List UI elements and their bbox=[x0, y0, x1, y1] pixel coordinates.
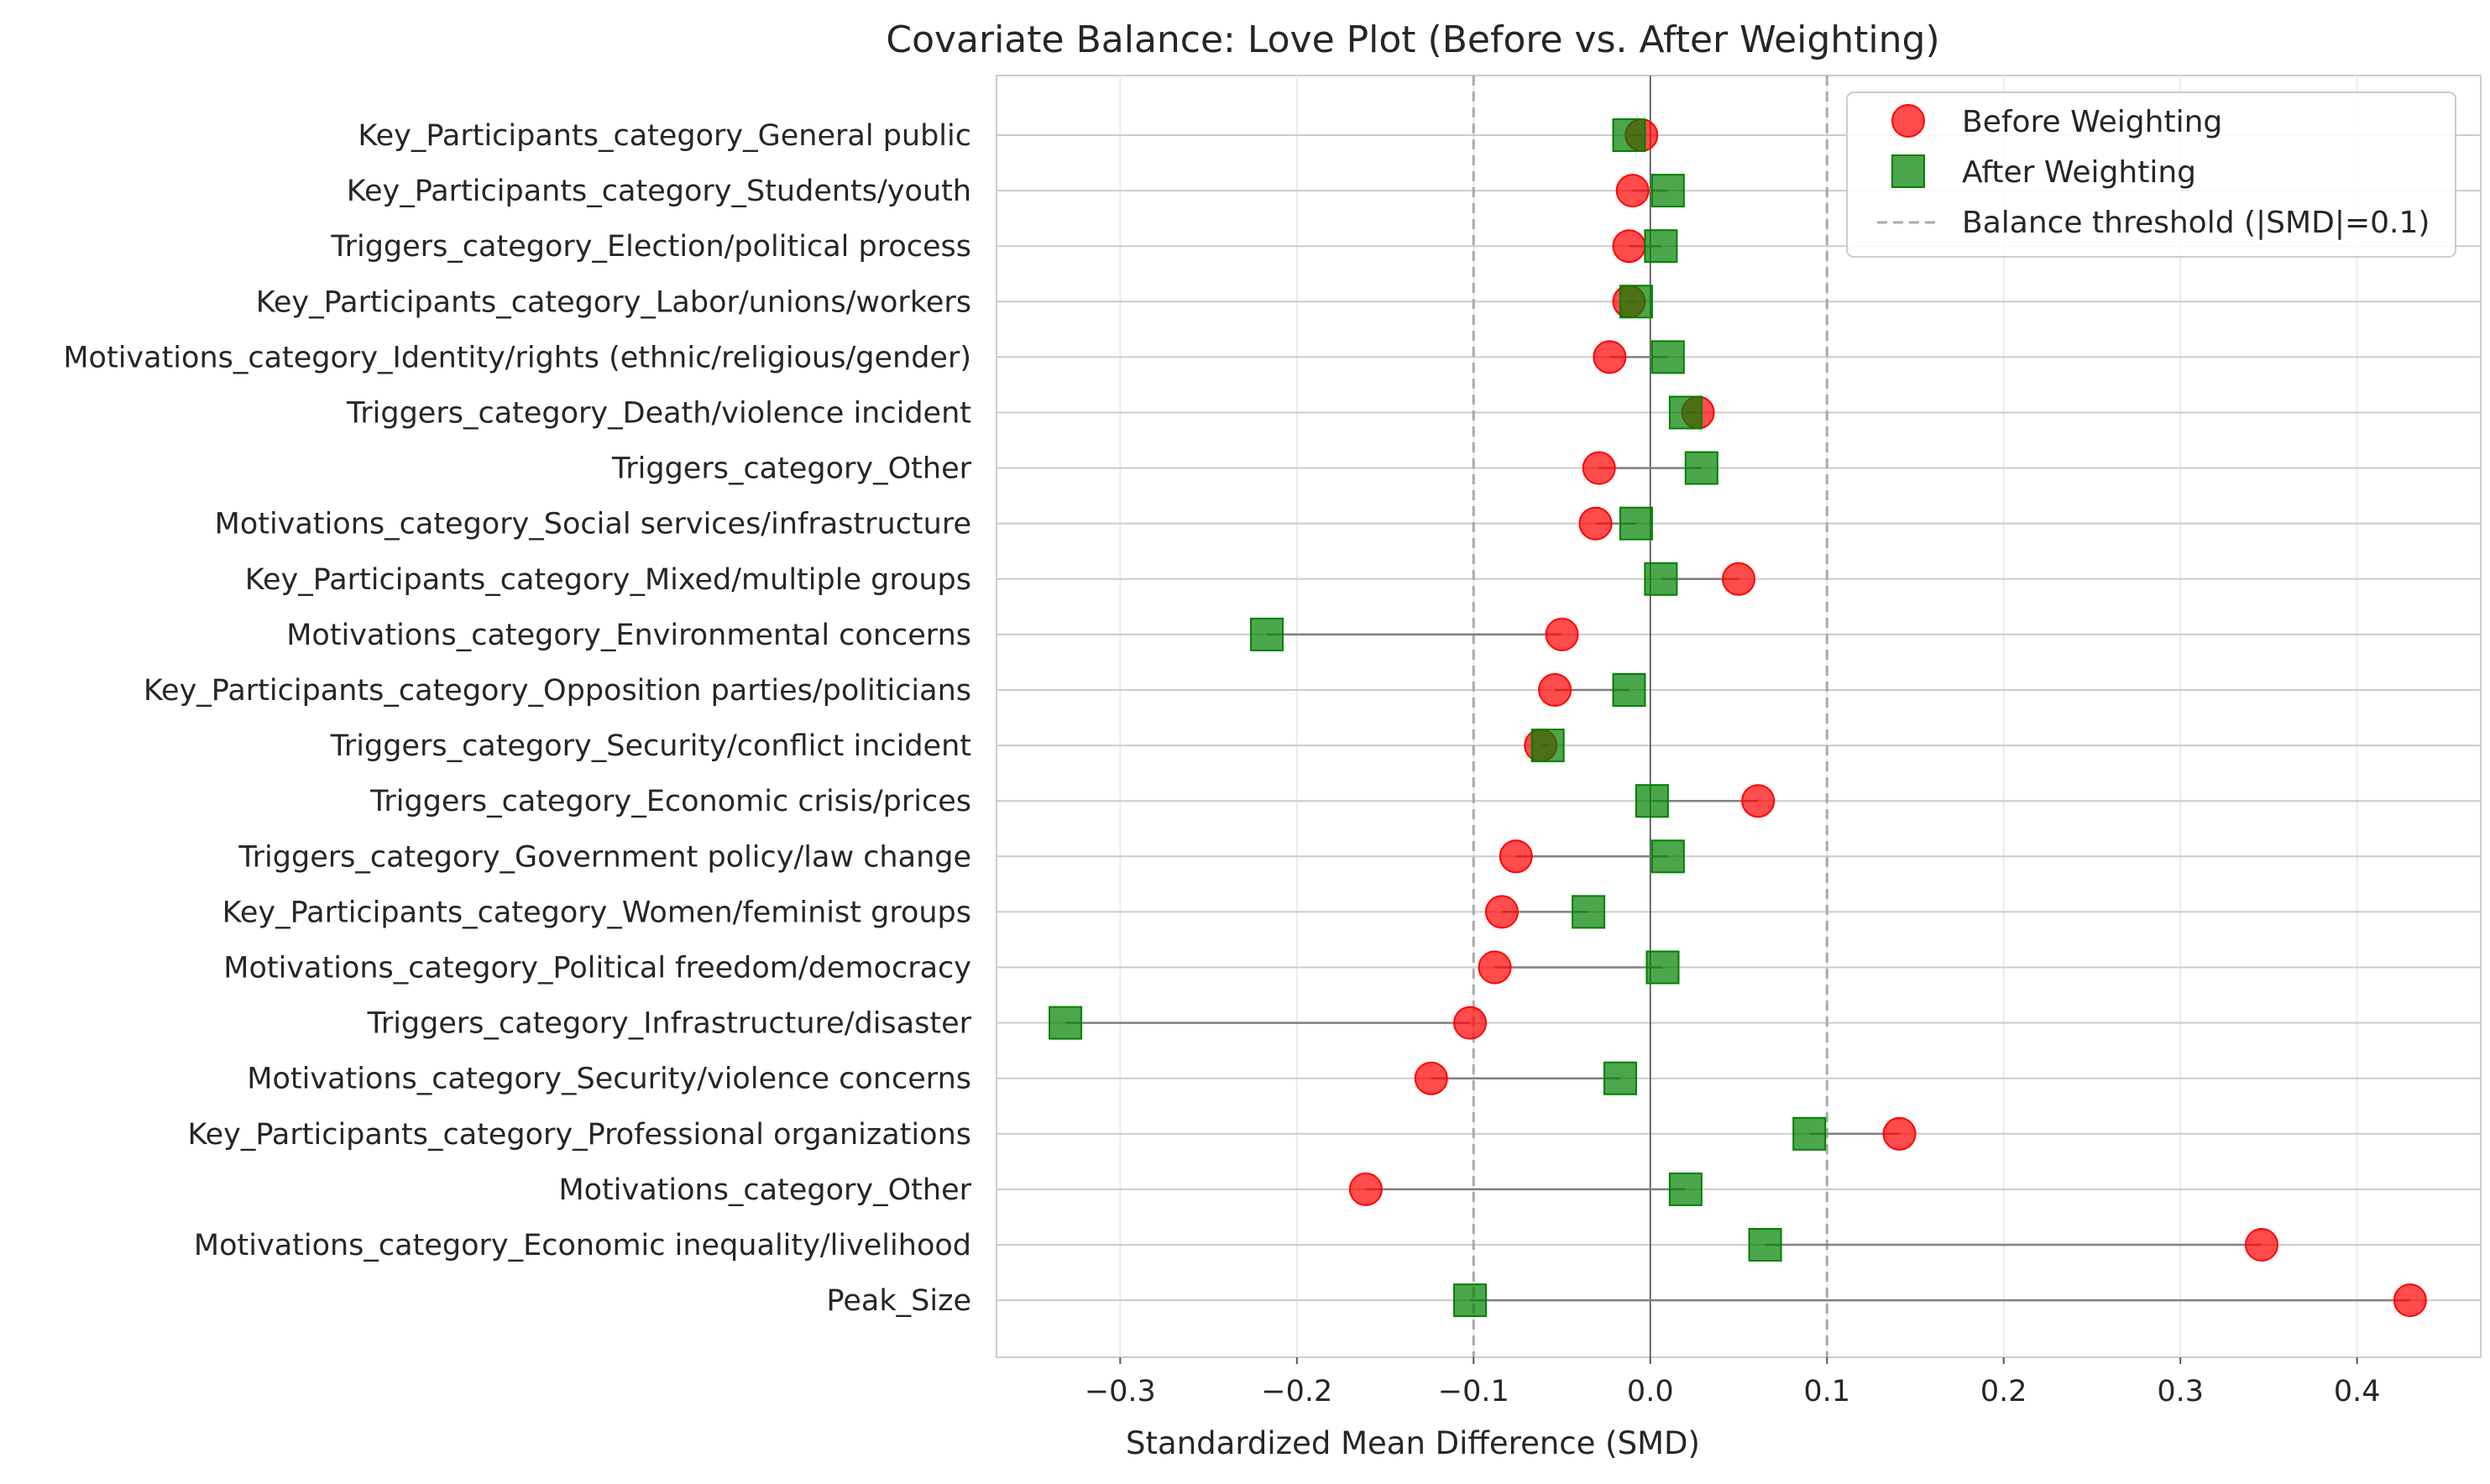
after-point-0 bbox=[1612, 118, 1646, 152]
before-point-4 bbox=[1593, 340, 1627, 374]
before-point-20 bbox=[2245, 1228, 2279, 1262]
after-point-4 bbox=[1650, 340, 1685, 374]
y-tick-label-11: Triggers_category_Security/conflict inci… bbox=[330, 729, 971, 763]
after-point-2 bbox=[1644, 229, 1678, 264]
legend-label-after: After Weighting bbox=[1962, 155, 2196, 190]
after-point-7 bbox=[1619, 506, 1653, 541]
before-point-17 bbox=[1414, 1061, 1448, 1095]
y-tick-label-17: Motivations_category_Security/violence c… bbox=[247, 1063, 971, 1096]
y-tick-label-9: Motivations_category_Environmental conce… bbox=[286, 619, 971, 652]
legend-label-threshold: Balance threshold (|SMD|=0.1) bbox=[1962, 206, 2430, 240]
before-point-19 bbox=[1348, 1172, 1383, 1206]
y-tick-label-19: Motivations_category_Other bbox=[558, 1173, 971, 1207]
after-point-10 bbox=[1612, 673, 1646, 707]
legend-marker-after bbox=[1891, 154, 1925, 188]
y-tick-label-1: Key_Participants_category_Students/youth bbox=[347, 175, 971, 208]
before-point-15 bbox=[1478, 950, 1512, 985]
before-point-16 bbox=[1453, 1006, 1488, 1040]
plot-area: Key_Participants_category_General public… bbox=[63, 75, 2482, 1408]
y-tick-label-18: Key_Participants_category_Professional o… bbox=[187, 1118, 971, 1152]
after-point-6 bbox=[1684, 451, 1718, 485]
before-point-10 bbox=[1538, 673, 1572, 707]
x-tick-label-0: −0.3 bbox=[1085, 1375, 1156, 1408]
legend-frame bbox=[1846, 91, 2456, 258]
before-point-14 bbox=[1484, 895, 1519, 929]
chart-title: Covariate Balance: Love Plot (Before vs.… bbox=[886, 18, 1939, 61]
before-point-12 bbox=[1741, 784, 1776, 818]
y-tick-label-21: Peak_Size bbox=[827, 1284, 971, 1318]
x-tick-label-2: −0.1 bbox=[1438, 1375, 1509, 1408]
before-point-18 bbox=[1882, 1116, 1917, 1151]
after-point-16 bbox=[1049, 1006, 1083, 1040]
y-tick-label-3: Key_Participants_category_Labor/unions/w… bbox=[256, 285, 971, 319]
legend-marker-before bbox=[1891, 104, 1925, 138]
y-tick-label-13: Triggers_category_Government policy/law … bbox=[238, 840, 971, 874]
before-point-6 bbox=[1582, 451, 1616, 485]
after-point-20 bbox=[1748, 1228, 1782, 1262]
legend-label-before: Before Weighting bbox=[1962, 105, 2222, 139]
y-tick-label-8: Key_Participants_category_Mixed/multiple… bbox=[245, 563, 971, 597]
before-point-7 bbox=[1578, 506, 1613, 541]
x-axis-label: Standardized Mean Difference (SMD) bbox=[1126, 1425, 1700, 1461]
after-point-18 bbox=[1792, 1116, 1827, 1151]
y-tick-label-7: Motivations_category_Social services/inf… bbox=[215, 508, 971, 541]
y-tick-label-10: Key_Participants_category_Opposition par… bbox=[144, 674, 971, 708]
before-point-13 bbox=[1499, 839, 1533, 874]
before-point-2 bbox=[1612, 229, 1646, 264]
x-tick-label-5: 0.2 bbox=[1980, 1375, 2027, 1408]
legend: Before Weighting After Weighting Balance… bbox=[1846, 91, 2456, 258]
y-tick-label-12: Triggers_category_Economic crisis/prices bbox=[369, 785, 971, 818]
after-point-11 bbox=[1530, 729, 1565, 763]
after-point-14 bbox=[1572, 895, 1606, 929]
after-point-17 bbox=[1603, 1061, 1637, 1095]
y-tick-label-16: Triggers_category_Infrastructure/disaste… bbox=[367, 1007, 972, 1041]
x-tick-label-4: 0.1 bbox=[1803, 1375, 1850, 1408]
after-point-21 bbox=[1453, 1283, 1488, 1318]
y-tick-label-0: Key_Participants_category_General public bbox=[358, 119, 971, 153]
after-point-12 bbox=[1635, 784, 1669, 818]
after-point-19 bbox=[1668, 1172, 1703, 1206]
y-tick-label-15: Motivations_category_Political freedom/d… bbox=[223, 952, 971, 985]
plot-frame bbox=[996, 75, 2482, 1358]
after-point-3 bbox=[1619, 285, 1653, 319]
before-point-8 bbox=[1722, 562, 1755, 596]
after-point-5 bbox=[1668, 395, 1703, 430]
after-point-9 bbox=[1250, 617, 1284, 651]
after-point-13 bbox=[1650, 839, 1685, 874]
y-tick-label-14: Key_Participants_category_Women/feminist… bbox=[222, 896, 971, 929]
x-tick-label-1: −0.2 bbox=[1261, 1375, 1332, 1408]
y-tick-label-20: Motivations_category_Economic inequality… bbox=[194, 1229, 971, 1262]
before-point-21 bbox=[2393, 1283, 2427, 1318]
y-tick-label-4: Motivations_category_Identity/rights (et… bbox=[63, 341, 971, 374]
y-tick-label-2: Triggers_category_Election/political pro… bbox=[330, 230, 971, 264]
before-point-9 bbox=[1545, 617, 1579, 651]
x-tick-label-3: 0.0 bbox=[1627, 1375, 1674, 1408]
before-point-1 bbox=[1615, 174, 1650, 208]
after-point-15 bbox=[1645, 950, 1680, 985]
y-tick-label-5: Triggers_category_Death/violence inciden… bbox=[346, 397, 971, 431]
after-point-8 bbox=[1644, 562, 1678, 596]
x-tick-label-7: 0.4 bbox=[2334, 1375, 2381, 1408]
x-tick-label-6: 0.3 bbox=[2157, 1375, 2204, 1408]
y-tick-label-6: Triggers_category_Other bbox=[611, 452, 972, 486]
after-point-1 bbox=[1650, 174, 1685, 208]
